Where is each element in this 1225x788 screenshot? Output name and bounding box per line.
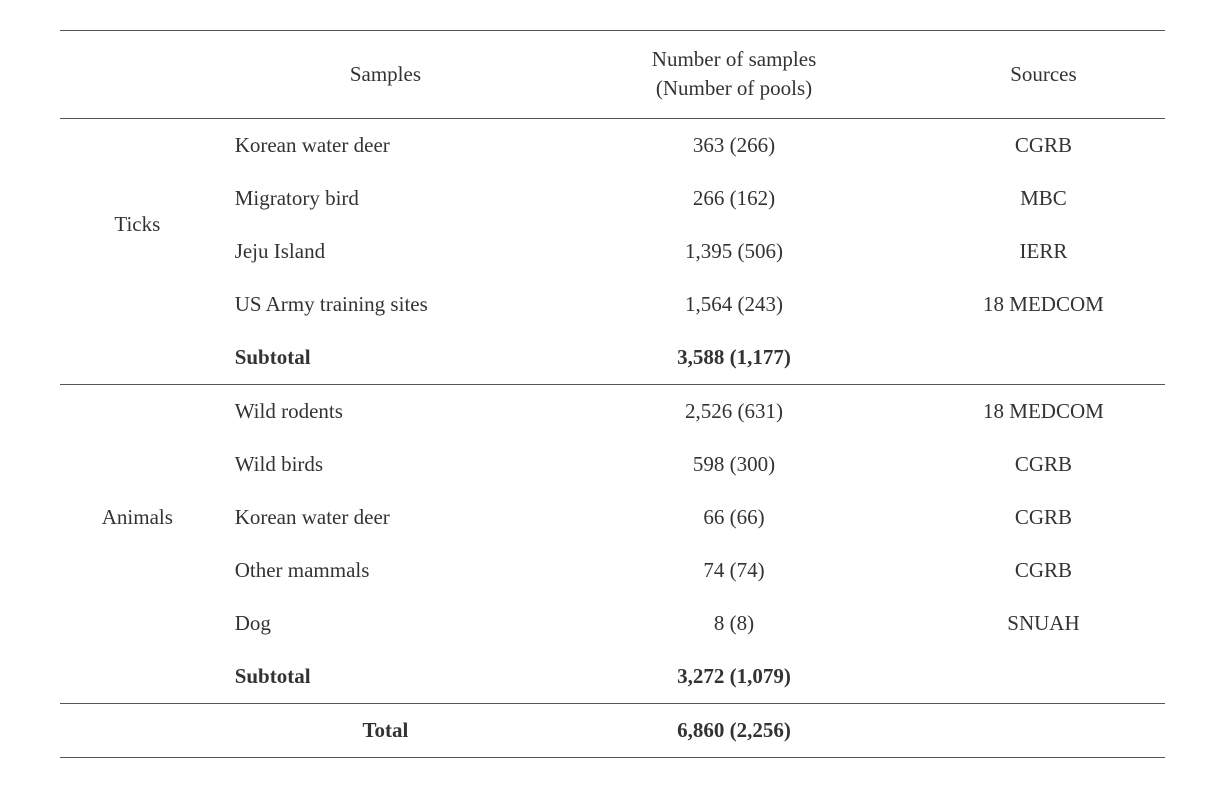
cell-source: SNUAH [922, 597, 1165, 650]
table-row: Other mammals 74 (74) CGRB [60, 544, 1165, 597]
cell-source: CGRB [922, 438, 1165, 491]
cell-sample: Migratory bird [215, 172, 547, 225]
table-row: US Army training sites 1,564 (243) 18 ME… [60, 278, 1165, 331]
table-header: Samples Number of samples (Number of poo… [60, 31, 1165, 119]
cell-source: CGRB [922, 544, 1165, 597]
cell-number: 8 (8) [546, 597, 922, 650]
subtotal-row: Subtotal 3,588 (1,177) [60, 331, 1165, 385]
cell-sample: Korean water deer [215, 118, 547, 172]
cell-sample: US Army training sites [215, 278, 547, 331]
table-row: Animals Wild rodents 2,526 (631) 18 MEDC… [60, 384, 1165, 438]
subtotal-label: Subtotal [215, 650, 547, 704]
subtotal-row: Subtotal 3,272 (1,079) [60, 650, 1165, 704]
cell-sample: Wild birds [215, 438, 547, 491]
subtotal-number: 3,588 (1,177) [546, 331, 922, 385]
cell-number: 74 (74) [546, 544, 922, 597]
subtotal-number: 3,272 (1,079) [546, 650, 922, 704]
cell-source: CGRB [922, 491, 1165, 544]
cell-number: 2,526 (631) [546, 384, 922, 438]
cell-blank [60, 650, 215, 704]
cell-number: 1,564 (243) [546, 278, 922, 331]
cell-number: 66 (66) [546, 491, 922, 544]
header-number: Number of samples (Number of pools) [546, 31, 922, 119]
cell-blank [922, 331, 1165, 385]
cell-source: IERR [922, 225, 1165, 278]
cell-source: MBC [922, 172, 1165, 225]
category-animals: Animals [60, 384, 215, 650]
subtotal-label: Subtotal [215, 331, 547, 385]
total-label: Total [215, 703, 547, 757]
cell-sample: Dog [215, 597, 547, 650]
cell-number: 598 (300) [546, 438, 922, 491]
cell-number: 1,395 (506) [546, 225, 922, 278]
cell-blank [60, 331, 215, 385]
cell-sample: Korean water deer [215, 491, 547, 544]
cell-sample: Other mammals [215, 544, 547, 597]
cell-source: CGRB [922, 118, 1165, 172]
table-row: Dog 8 (8) SNUAH [60, 597, 1165, 650]
cell-number: 266 (162) [546, 172, 922, 225]
table-row: Jeju Island 1,395 (506) IERR [60, 225, 1165, 278]
header-samples: Samples [215, 31, 547, 119]
category-ticks: Ticks [60, 118, 215, 331]
cell-sample: Jeju Island [215, 225, 547, 278]
samples-table: Samples Number of samples (Number of poo… [60, 30, 1165, 758]
table-row: Migratory bird 266 (162) MBC [60, 172, 1165, 225]
cell-blank [922, 650, 1165, 704]
total-row: Total 6,860 (2,256) [60, 703, 1165, 757]
table-row: Wild birds 598 (300) CGRB [60, 438, 1165, 491]
cell-number: 363 (266) [546, 118, 922, 172]
cell-blank [922, 703, 1165, 757]
cell-blank [60, 703, 215, 757]
total-number: 6,860 (2,256) [546, 703, 922, 757]
table-row: Korean water deer 66 (66) CGRB [60, 491, 1165, 544]
cell-sample: Wild rodents [215, 384, 547, 438]
cell-source: 18 MEDCOM [922, 384, 1165, 438]
header-blank [60, 31, 215, 119]
table-row: Ticks Korean water deer 363 (266) CGRB [60, 118, 1165, 172]
header-sources: Sources [922, 31, 1165, 119]
cell-source: 18 MEDCOM [922, 278, 1165, 331]
